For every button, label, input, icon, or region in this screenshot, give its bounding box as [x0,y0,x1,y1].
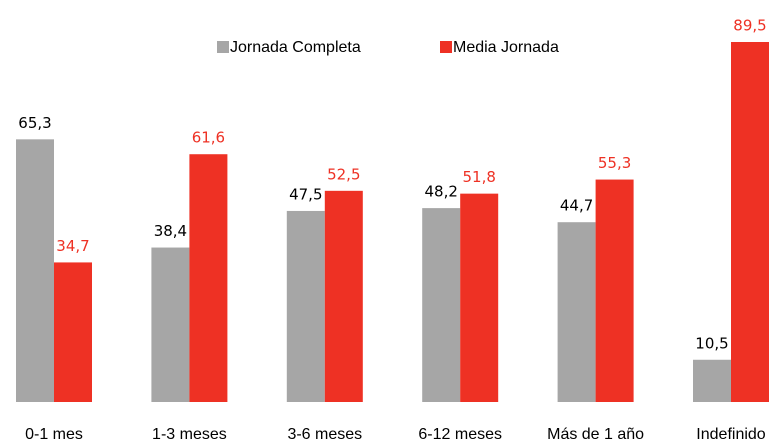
x-tick-label: Indefinido [696,426,765,443]
legend-swatch [217,41,229,53]
bar [151,247,190,402]
bar [54,262,92,402]
value-label: 51,8 [462,168,495,186]
value-label: 61,6 [192,129,225,147]
value-label: 52,5 [327,165,360,183]
x-tick-label: 1-3 meses [152,426,227,443]
bar [693,359,731,402]
value-label: 47,5 [289,185,322,203]
bar [189,154,228,402]
bar [422,208,461,402]
value-label: 89,5 [733,17,766,35]
value-label: 38,4 [154,222,187,240]
bar [557,222,596,402]
bar [16,139,54,403]
value-label: 65,3 [18,114,51,132]
value-label: 48,2 [424,183,457,201]
x-tick-label: Más de 1 año [547,426,644,443]
bar [460,193,499,402]
x-tick-label: 0-1 mes [25,426,83,443]
value-label: 10,5 [695,334,728,352]
bar [731,42,769,402]
value-label: 34,7 [56,237,89,255]
legend-label: Media Jornada [453,39,559,56]
x-tick-label: 3-6 meses [287,426,362,443]
x-tick-label: 6-12 meses [418,426,502,443]
bar [595,179,634,402]
legend-label: Jornada Completa [230,39,361,56]
value-label: 55,3 [598,154,631,172]
bar [286,210,325,402]
bar [324,190,363,402]
legend-swatch [440,41,452,53]
value-label: 44,7 [560,197,593,215]
